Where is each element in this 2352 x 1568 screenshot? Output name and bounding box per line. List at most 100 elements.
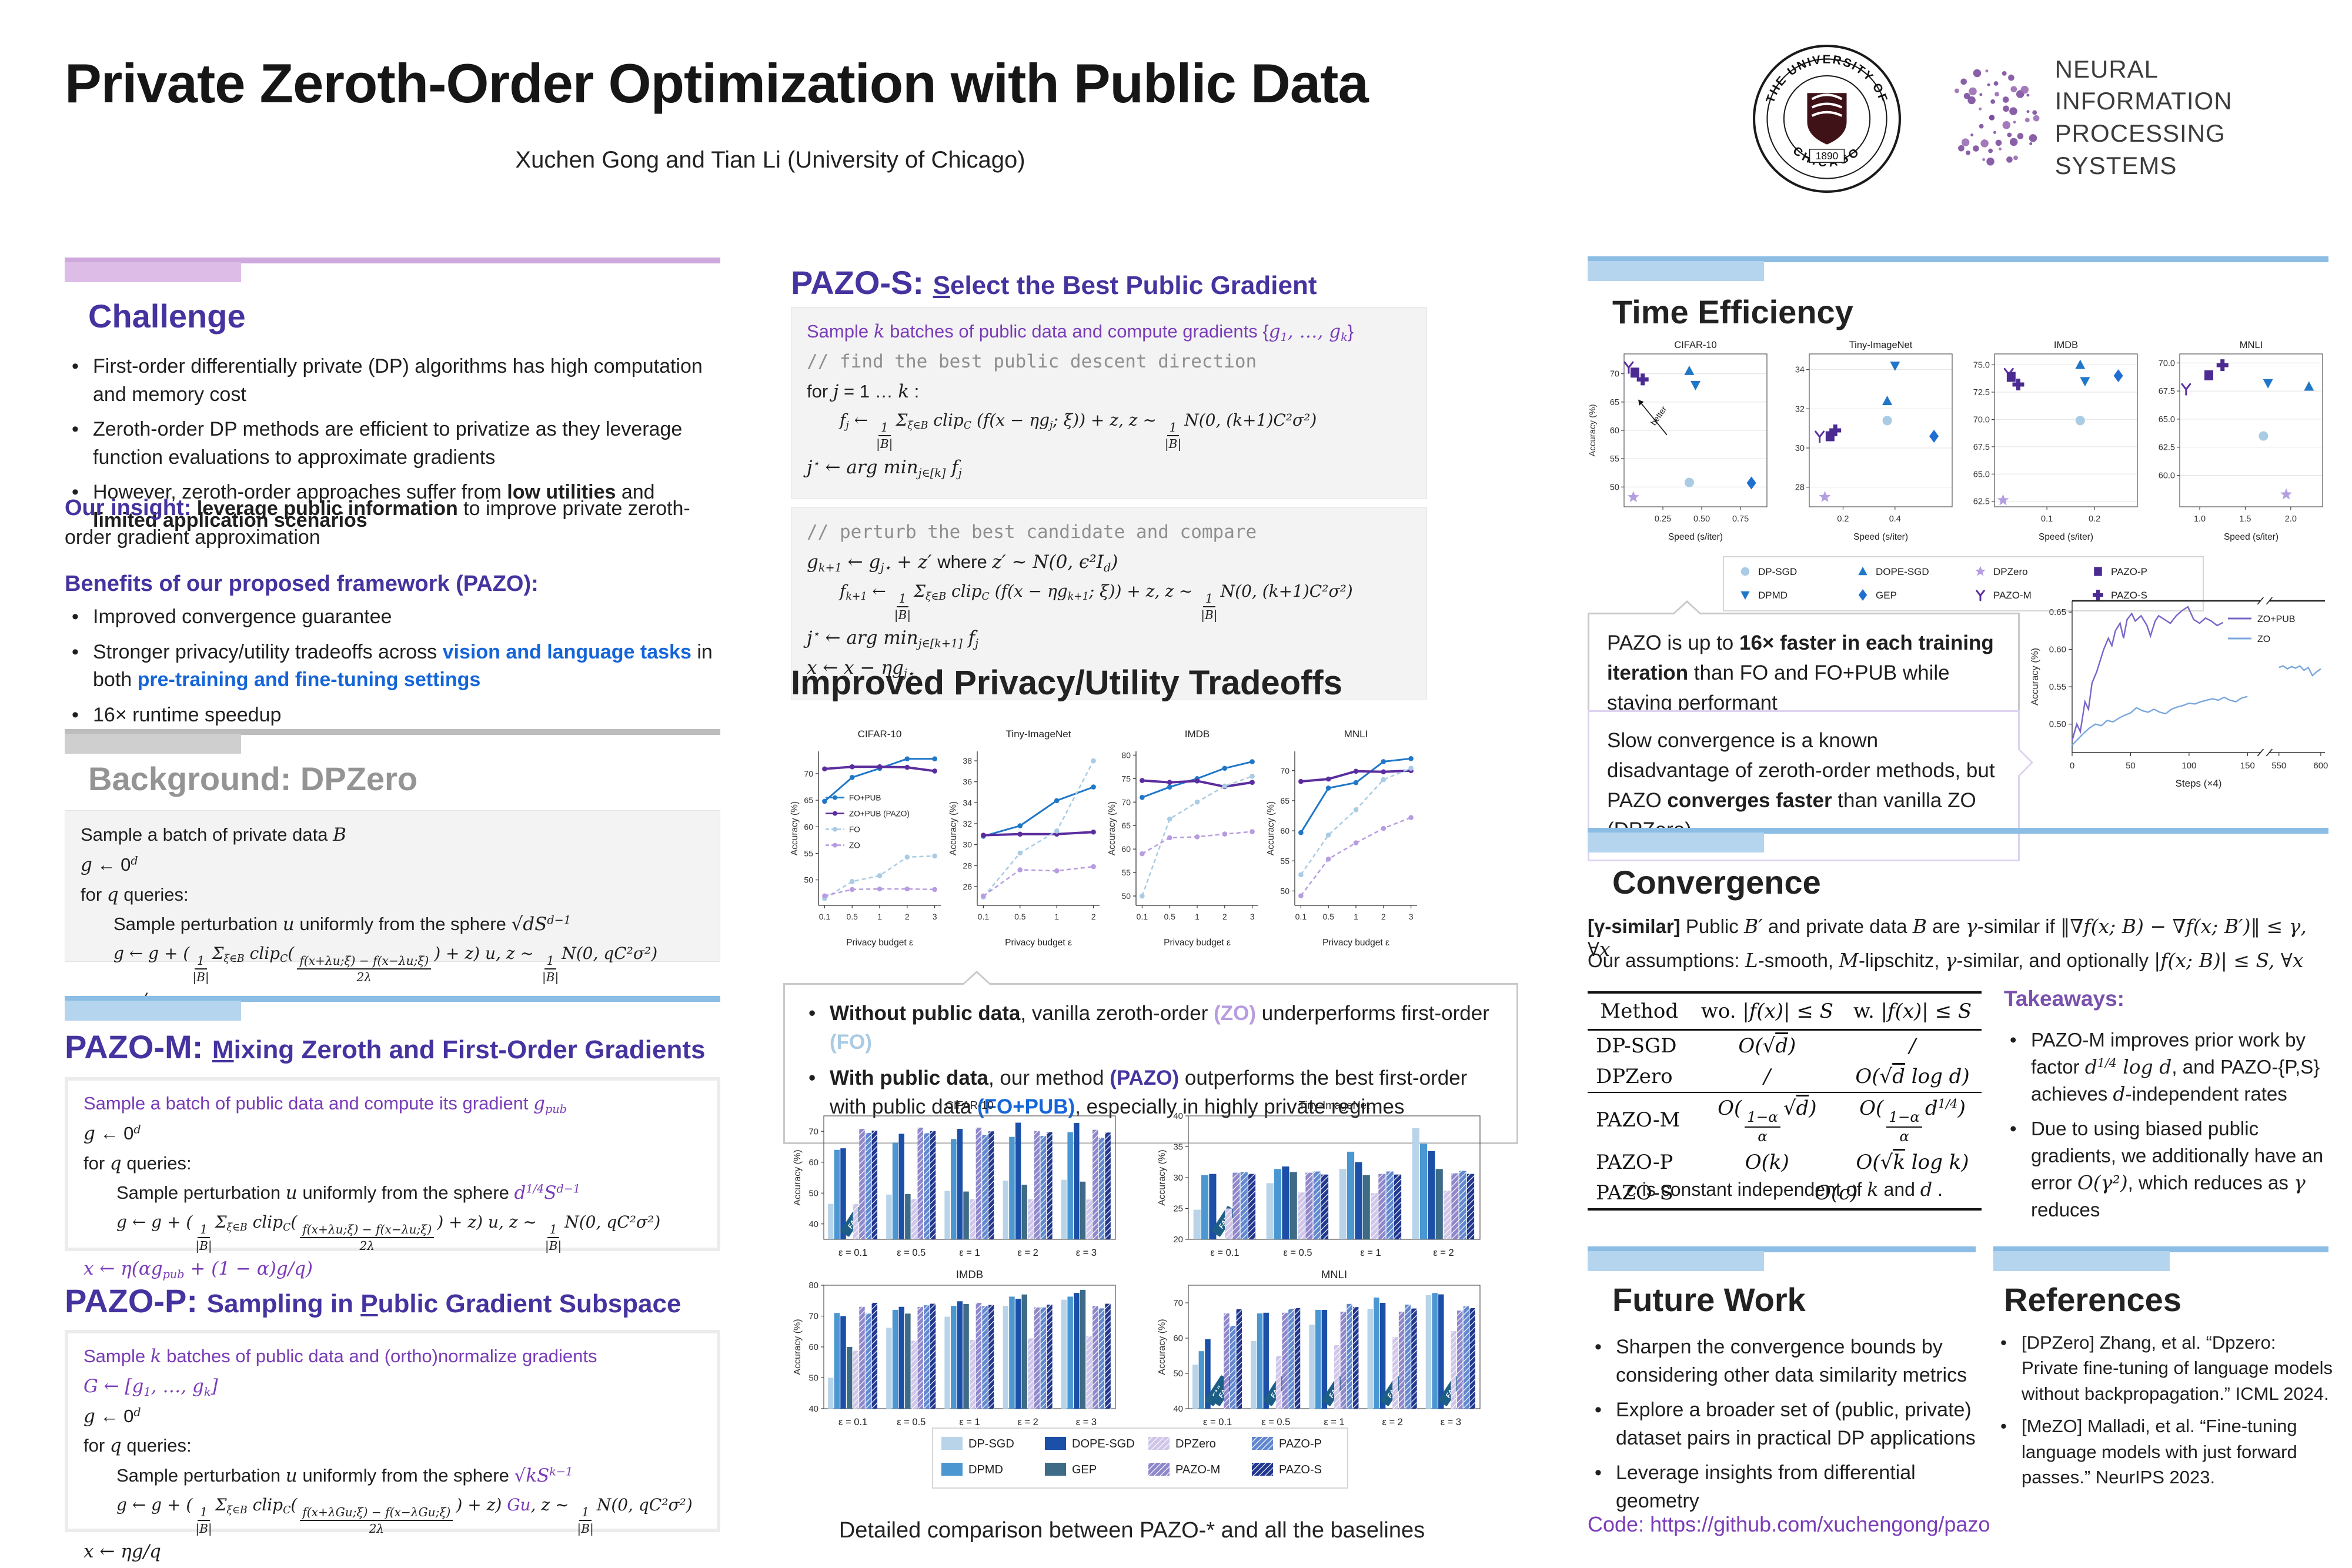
svg-text:Tiny-ImageNet: Tiny-ImageNet xyxy=(1849,340,1913,350)
challenge-heading: Challenge xyxy=(88,297,246,335)
pazo-s-code-box: Sample k batches of public data and comp… xyxy=(791,307,1427,700)
list-item: First-order differentially private (DP) … xyxy=(66,353,723,409)
convergence-callout-notch xyxy=(2018,747,2033,778)
svg-text:80: 80 xyxy=(1121,750,1131,760)
svg-text:28: 28 xyxy=(1795,483,1805,493)
tradeoffs-heading: Improved Privacy/Utility Tradeoffs xyxy=(791,664,1342,702)
svg-text:65: 65 xyxy=(1121,821,1131,830)
svg-text:Accuracy (%): Accuracy (%) xyxy=(1157,1149,1167,1205)
svg-text:3: 3 xyxy=(1409,912,1414,921)
svg-text:600: 600 xyxy=(2313,761,2328,771)
svg-text:50: 50 xyxy=(804,875,813,885)
scatter-legend: DP-SGD DOPE-SGD DPZero PAZO-P DPMD GEP PAZO-M P… xyxy=(1723,556,2204,611)
svg-text:Speed (s/iter): Speed (s/iter) xyxy=(1853,532,1908,542)
svg-text:32: 32 xyxy=(1795,404,1805,414)
scatter-chart-imdb: IMDB 62.5 65.0 67.5 70.0 72.5 75.0 0.1 0.2 Speed … xyxy=(1958,339,2143,556)
list-item: Zeroth-order DP methods are efficient to… xyxy=(66,416,723,472)
svg-text:65.0: 65.0 xyxy=(2159,415,2175,424)
takeaways-block: Takeaways: PAZO-M improves prior work by… xyxy=(2004,987,2334,1231)
svg-text:ε = 0.1: ε = 0.1 xyxy=(1210,1248,1239,1258)
svg-text:55: 55 xyxy=(1280,856,1289,865)
svg-text:60: 60 xyxy=(804,822,813,831)
pazo-m-heading: PAZO-M: Mixing Zeroth and First-Order Gr… xyxy=(65,1028,706,1065)
svg-text:0.1: 0.1 xyxy=(1137,912,1148,921)
challenge-accent-bar xyxy=(65,258,720,282)
svg-text:70: 70 xyxy=(804,769,813,778)
svg-text:Accuracy (%): Accuracy (%) xyxy=(790,801,800,855)
svg-text:ZO: ZO xyxy=(2257,634,2270,644)
svg-text:70: 70 xyxy=(1610,370,1619,379)
table-row: DP-SGD O(√d) / xyxy=(1596,1034,1916,1058)
convergence-accent-bar xyxy=(1588,828,2328,852)
benefits-bullets: Improved convergence guarantee Stronger p… xyxy=(66,603,723,736)
svg-text:1890: 1890 xyxy=(1816,150,1838,162)
svg-text:80: 80 xyxy=(808,1281,818,1290)
svg-text:0.4: 0.4 xyxy=(1889,514,1901,524)
svg-text:60: 60 xyxy=(1280,826,1289,835)
svg-text:PAZO-S: PAZO-S xyxy=(1279,1463,1322,1476)
svg-text:40: 40 xyxy=(808,1219,818,1229)
svg-text:25: 25 xyxy=(1173,1204,1183,1214)
svg-text:Speed (s/iter): Speed (s/iter) xyxy=(2039,532,2093,542)
callout-notch xyxy=(961,971,992,985)
svg-text:ε = 0.5: ε = 0.5 xyxy=(1283,1248,1312,1258)
svg-text:65: 65 xyxy=(804,795,813,805)
code-link[interactable]: Code: https://github.com/xuchengong/pazo xyxy=(1588,1512,1990,1536)
list-item: With public data, our method (PAZO) outp… xyxy=(803,1064,1499,1121)
svg-text:MNLI: MNLI xyxy=(2240,340,2263,350)
svg-text:60: 60 xyxy=(1173,1333,1183,1343)
svg-text:0.1: 0.1 xyxy=(2041,514,2053,524)
svg-text:Accuracy (%): Accuracy (%) xyxy=(1266,801,1276,855)
pazo-m-accent-bar xyxy=(65,996,720,1021)
tradeoff-chart-imdb: IMDB 50 55 60 65 70 75 80 0.1 0.5 1 2 3 Privacy budge… xyxy=(1107,724,1264,958)
svg-text:50: 50 xyxy=(1280,886,1289,895)
svg-text:ε = 3: ε = 3 xyxy=(1076,1417,1097,1427)
svg-text:ZO+PUB: ZO+PUB xyxy=(2257,614,2295,624)
list-item: Stronger privacy/utility tradeoffs acros… xyxy=(66,638,723,694)
svg-text:67.5: 67.5 xyxy=(1973,443,1990,452)
svg-text:70.0: 70.0 xyxy=(1973,415,1990,424)
svg-text:Tiny-ImageNet: Tiny-ImageNet xyxy=(1299,1099,1370,1111)
svg-text:2.0: 2.0 xyxy=(2285,514,2297,524)
bar-chart-imdb: IMDB 40 50 60 70 80 Accuracy (%) ε = 0.1 ε = 0.5… xyxy=(791,1268,1120,1436)
svg-text:ε = 0.5: ε = 0.5 xyxy=(897,1248,926,1258)
pazo-p-heading: PAZO-P: Sampling in Public Gradient Subs… xyxy=(65,1282,681,1319)
convergence-mini-chart: 0.50 0.55 0.60 0.65 0 50 100 150 550 600 Steps (×4… xyxy=(2027,588,2333,797)
svg-text:2: 2 xyxy=(1381,912,1386,921)
svg-text:26: 26 xyxy=(963,882,972,891)
svg-text:38: 38 xyxy=(963,756,972,765)
bar-charts-caption: Detailed comparison between PAZO-* and a… xyxy=(838,1518,1425,1543)
svg-text:50: 50 xyxy=(1173,1369,1183,1379)
svg-text:2: 2 xyxy=(1222,912,1227,921)
list-item: Without public data, vanilla zeroth-orde… xyxy=(803,999,1499,1057)
svg-text:30: 30 xyxy=(1795,444,1805,453)
svg-text:Accuracy (%): Accuracy (%) xyxy=(1107,801,1117,855)
svg-text:ε = 0.1: ε = 0.1 xyxy=(1203,1417,1232,1427)
svg-text:IMDB: IMDB xyxy=(2054,340,2078,350)
tradeoff-chart-cifar10: CIFAR-10 50 55 60 65 70 0.1 0.5 1 2 3 Privacy budge… xyxy=(789,724,947,958)
svg-text:62.5: 62.5 xyxy=(1973,497,1990,507)
table-row: PAZO-S O(c) xyxy=(1596,1181,1858,1205)
svg-text:Speed (s/iter): Speed (s/iter) xyxy=(1668,532,1723,542)
svg-text:60: 60 xyxy=(1121,844,1131,854)
svg-text:34: 34 xyxy=(963,798,972,807)
table-row: DPZero / O(√d log d) xyxy=(1596,1065,1970,1088)
table-row: PAZO-M O(1−α α √d) O(1−α α d1/4) xyxy=(1588,1091,1982,1148)
svg-text:Accuracy (%): Accuracy (%) xyxy=(793,1149,803,1205)
svg-text:GEP: GEP xyxy=(1072,1463,1097,1476)
svg-text:ε = 3: ε = 3 xyxy=(1441,1417,1461,1427)
svg-text:Privacy budget ε: Privacy budget ε xyxy=(1322,938,1389,948)
tradeoff-chart-tinyimagenet: Tiny-ImageNet 26 28 30 32 34 36 38 0.1 0.5 1 2 Priva… xyxy=(948,724,1105,958)
svg-text:Accuracy (%): Accuracy (%) xyxy=(2030,648,2040,706)
list-item: Due to using biased public gradients, we… xyxy=(2004,1115,2334,1224)
speed-callout-notch xyxy=(1672,600,1702,614)
svg-text:3: 3 xyxy=(1250,912,1255,921)
svg-text:30: 30 xyxy=(1173,1173,1183,1183)
list-item: However, zeroth-order approaches suffer … xyxy=(66,479,723,534)
svg-text:1.5: 1.5 xyxy=(2239,514,2251,524)
uchicago-seal-logo: THE UNIVERSITY OF CHICAGO 1890 xyxy=(1752,44,1902,193)
svg-text:0.2: 0.2 xyxy=(1837,514,1849,524)
svg-text:ε = 3: ε = 3 xyxy=(1076,1248,1097,1258)
